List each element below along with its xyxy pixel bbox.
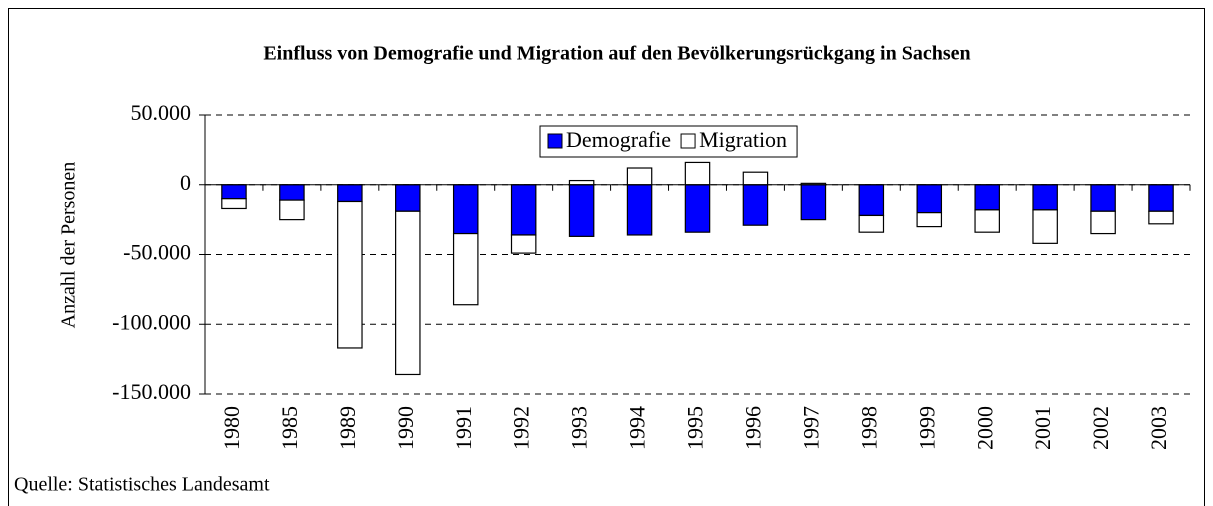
bar [395,210,421,376]
x-tick-label: 1992 [509,406,534,450]
bar [626,167,653,186]
legend: Demografie Migration [539,125,798,158]
x-tick-label: 1995 [683,406,708,450]
source: Quelle: Statistisches Landesamt [14,474,270,496]
bar [337,200,363,349]
frame [8,8,1205,506]
bar [452,232,479,306]
bar [452,184,479,235]
x-tick-label: 2002 [1088,406,1113,450]
legend-label: Migration [699,127,787,152]
bar [916,212,943,228]
bar [221,198,247,210]
chart-title: Einfluss von Demografie und Migration au… [263,43,970,65]
bar [568,184,595,237]
bar [279,199,305,221]
x-tick-label: 1990 [393,406,418,450]
x-tick-label: 1994 [625,406,650,450]
y-tick-label: 0 [180,170,191,195]
bar [1032,209,1058,244]
legend-box [539,125,798,158]
x-tick-label: 1985 [277,406,302,450]
bar [1090,210,1116,235]
bar [858,184,885,217]
bar [974,184,1000,211]
y-tick-label: 50.000 [131,100,192,125]
bar [974,209,1000,233]
bar [684,184,711,233]
y-tick-label: -100.000 [112,309,191,334]
legend-label: Demografie [566,127,671,152]
bar [279,184,305,201]
x-tick-label: 1998 [856,406,881,450]
bar [395,184,421,212]
x-tick-label: 1980 [219,406,244,450]
bar [1090,184,1116,212]
bar [800,184,827,221]
bar [684,161,711,186]
y-tick-label: -150.000 [112,379,191,404]
x-tick-label: 2001 [1030,406,1055,450]
legend-swatch [680,133,696,149]
bar [1148,184,1174,212]
bar [568,179,595,186]
bar [858,214,885,233]
x-tick-label: 1997 [798,406,823,450]
bar [337,184,363,203]
x-tick-label: 1989 [335,406,360,450]
y-tick-label: -50.000 [123,240,191,265]
x-tick-label: 2003 [1146,406,1171,450]
x-tick-label: 2000 [972,406,997,450]
x-tick-label: 1996 [740,406,765,450]
x-tick-label: 1993 [567,406,592,450]
x-tick-label: 1999 [914,406,939,450]
bar [510,184,537,236]
bar [626,184,653,236]
bar [742,171,769,186]
bar [916,184,943,214]
legend-swatch [547,133,563,149]
bar [742,184,769,226]
bar [510,234,537,254]
bar [1032,184,1058,211]
bar [221,184,247,200]
x-tick-label: 1991 [451,406,476,450]
y-axis-label: Anzahl der Personen [58,162,80,329]
bar [1148,210,1174,225]
